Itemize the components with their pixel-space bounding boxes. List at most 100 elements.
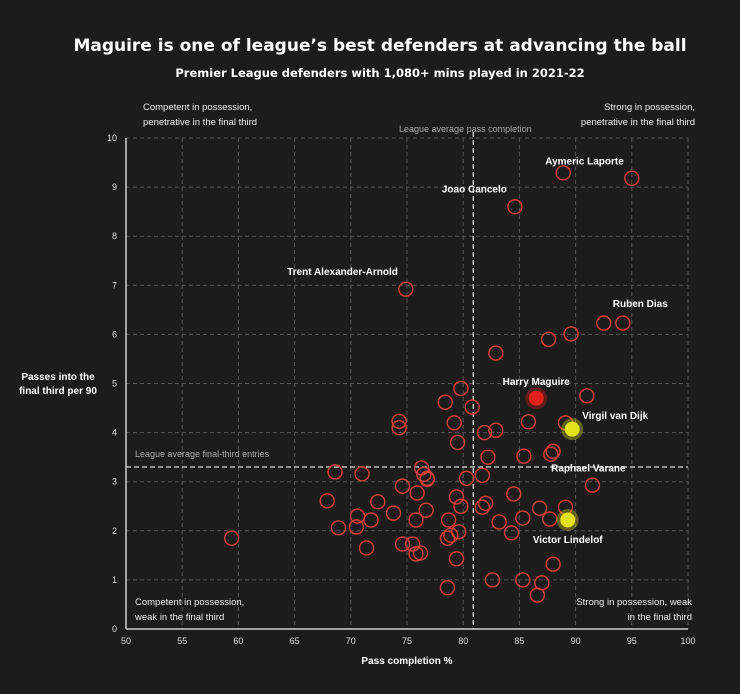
- player-point: [348, 519, 365, 535]
- player-point: [579, 388, 595, 404]
- player-point: [448, 489, 465, 505]
- player-point: [453, 498, 469, 514]
- player-point: [394, 478, 411, 494]
- player-label: Raphael Varane: [551, 463, 626, 474]
- x-tick-label: 80: [458, 636, 468, 646]
- y-tick-label: 4: [112, 428, 117, 438]
- labeled-player-point: [507, 199, 523, 215]
- player-point: [453, 380, 469, 397]
- player-point: [439, 580, 456, 596]
- avg-final-third-label: League average final-third entries: [135, 449, 270, 459]
- chart-title: Maguire is one of league’s best defender…: [73, 36, 686, 56]
- y-tick-label: 10: [107, 133, 117, 143]
- player-point: [385, 505, 402, 521]
- y-axis-label-line2: final third per 90: [19, 386, 97, 397]
- labeled-player-point: [398, 281, 414, 297]
- player-point: [443, 527, 459, 543]
- player-point: [446, 415, 462, 431]
- player-point: [515, 510, 531, 526]
- player-point: [491, 514, 507, 530]
- player-point: [437, 394, 453, 410]
- y-axis-label-line1: Passes into the: [21, 372, 95, 383]
- player-point: [480, 449, 496, 465]
- player-point: [440, 512, 457, 528]
- player-label: Virgil van Dijk: [582, 411, 648, 422]
- y-tick-label: 7: [112, 280, 117, 290]
- grid: League average pass completion League ave…: [126, 124, 689, 629]
- player-point: [529, 587, 546, 603]
- player-point: [370, 494, 386, 510]
- player-point: [448, 551, 465, 567]
- y-tick-label: 1: [112, 575, 117, 585]
- y-tick-label: 0: [112, 624, 117, 634]
- player-point: [404, 536, 421, 552]
- quadrant-labels: Competent in possession, penetrative in t…: [134, 102, 695, 623]
- player-point: [555, 165, 571, 181]
- highlighted-player-point: [560, 512, 576, 528]
- quadrant-top-left: penetrative in the final third: [143, 117, 257, 128]
- point-labels: Aymeric Laporte Joao Cancelo Trent Alexand…: [287, 156, 668, 546]
- labeled-player-point: [615, 315, 631, 331]
- player-point: [464, 399, 480, 415]
- player-point: [394, 536, 411, 552]
- player-point: [516, 448, 532, 464]
- quadrant-top-right: Strong in possession,: [604, 102, 695, 113]
- player-point: [488, 422, 504, 438]
- x-tick-label: 70: [346, 636, 356, 646]
- quadrant-bottom-left: weak in the final third: [134, 612, 224, 623]
- y-tick-label: 3: [112, 477, 117, 487]
- player-point: [545, 556, 561, 572]
- player-point: [330, 520, 347, 536]
- player-point: [563, 326, 579, 342]
- player-label: Joao Cancelo: [442, 185, 507, 196]
- player-point: [484, 572, 501, 588]
- player-point: [412, 545, 429, 561]
- quadrant-bottom-left: Competent in possession,: [135, 597, 244, 608]
- player-point: [531, 500, 548, 516]
- player-point: [515, 572, 531, 588]
- axes: 50 55 60 65 70 75 80 85 90 95 100 0 1 2 3 4 5 6 7 8 9 10: [107, 133, 696, 646]
- player-label: Aymeric Laporte: [545, 156, 624, 167]
- y-tick-label: 2: [112, 526, 117, 536]
- quadrant-bottom-right: in the final third: [628, 612, 692, 623]
- player-point: [409, 485, 425, 501]
- player-point: [458, 470, 475, 486]
- quadrant-top-right: penetrative in the final third: [581, 117, 695, 128]
- player-point: [418, 502, 434, 518]
- player-label: Ruben Dias: [613, 299, 668, 310]
- player-point: [476, 424, 493, 441]
- highlighted-player-point: [564, 421, 580, 437]
- player-label: Harry Maguire: [503, 377, 571, 388]
- points: [223, 165, 640, 603]
- x-tick-label: 90: [571, 636, 581, 646]
- player-point: [354, 466, 370, 482]
- x-tick-label: 60: [233, 636, 243, 646]
- labeled-player-point: [624, 170, 640, 186]
- player-point: [391, 419, 407, 436]
- player-point: [474, 499, 491, 515]
- x-tick-label: 95: [627, 636, 637, 646]
- y-tick-label: 9: [112, 182, 117, 192]
- x-tick-label: 100: [680, 636, 695, 646]
- player-point: [540, 331, 557, 348]
- player-point: [319, 493, 335, 509]
- player-point: [477, 495, 494, 512]
- player-point: [223, 530, 240, 546]
- player-point: [488, 345, 504, 361]
- x-tick-label: 65: [290, 636, 300, 646]
- player-point: [363, 512, 379, 528]
- player-point: [419, 471, 435, 487]
- chart-subtitle: Premier League defenders with 1,080+ min…: [175, 66, 584, 80]
- player-label: Trent Alexander-Arnold: [287, 267, 398, 278]
- x-tick-label: 55: [177, 636, 187, 646]
- y-tick-label: 5: [112, 379, 117, 389]
- x-tick-label: 85: [514, 636, 524, 646]
- player-point: [506, 486, 522, 502]
- x-tick-label: 75: [402, 636, 412, 646]
- highlighted-player-point: [528, 390, 544, 406]
- player-point: [596, 315, 612, 331]
- player-point: [439, 530, 456, 546]
- player-point: [520, 414, 537, 430]
- player-point: [503, 525, 520, 541]
